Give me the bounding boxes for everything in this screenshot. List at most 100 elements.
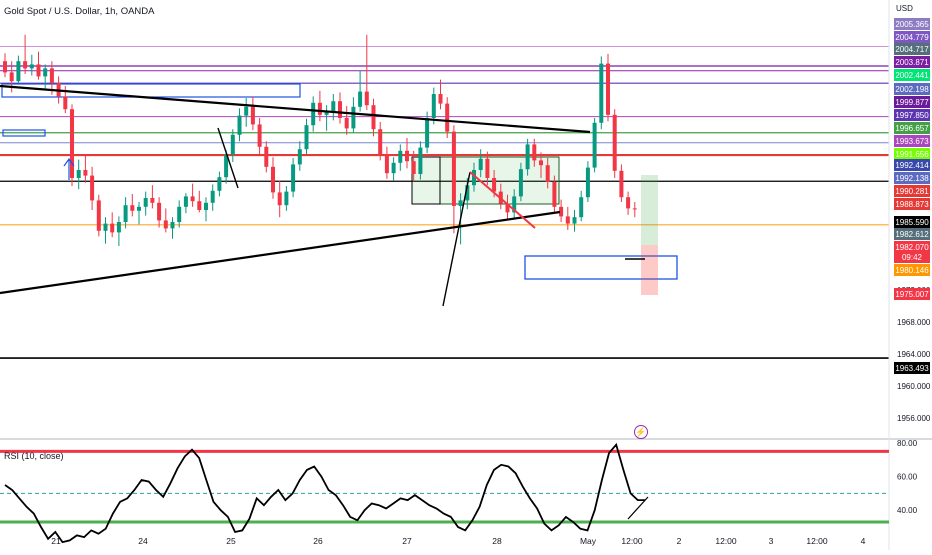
candle-body bbox=[405, 150, 409, 162]
rsi-tick-label: 60.00 bbox=[897, 473, 918, 482]
candle-body bbox=[599, 63, 604, 123]
target-zone bbox=[641, 175, 658, 245]
candle-body bbox=[170, 222, 175, 229]
lightning-icon[interactable]: ⚡ bbox=[634, 425, 648, 439]
candle-body bbox=[317, 102, 322, 115]
price-label: 1982.612 bbox=[895, 230, 929, 239]
candle-body bbox=[525, 144, 530, 170]
x-tick-label: 26 bbox=[313, 536, 323, 546]
rsi-title: RSI (10, close) bbox=[4, 451, 64, 461]
y-tick-label: 1964.000 bbox=[897, 350, 931, 359]
candle-body bbox=[83, 170, 88, 176]
candle-body bbox=[190, 196, 195, 202]
candle-body bbox=[619, 170, 624, 198]
candle-body bbox=[43, 68, 48, 77]
rsi-tick-label: 40.00 bbox=[897, 506, 918, 515]
trend-line bbox=[469, 171, 536, 229]
stop-zone bbox=[641, 245, 658, 295]
candle-body bbox=[431, 94, 436, 118]
candle-body bbox=[157, 202, 162, 221]
candle-body bbox=[505, 203, 510, 213]
candle-body bbox=[331, 101, 336, 112]
price-label: 1993.673 bbox=[895, 137, 929, 146]
x-tick-label: 4 bbox=[861, 536, 866, 546]
candle-body bbox=[250, 106, 255, 125]
price-label-bg bbox=[894, 135, 930, 147]
candle-body bbox=[579, 197, 584, 218]
candle-body bbox=[384, 154, 389, 174]
candle-body bbox=[3, 61, 7, 73]
price-label-bg bbox=[894, 109, 930, 121]
candle-body bbox=[204, 202, 208, 210]
candle-body bbox=[110, 223, 115, 233]
candle-body bbox=[378, 129, 383, 154]
candle-body bbox=[143, 198, 148, 207]
x-tick-label: 21 bbox=[51, 536, 61, 546]
candle-body bbox=[451, 131, 456, 206]
candle-body bbox=[150, 198, 155, 203]
price-label-bg bbox=[894, 159, 930, 171]
candle-body bbox=[626, 197, 631, 209]
price-label: 1988.873 bbox=[895, 200, 929, 209]
price-label-bg bbox=[894, 18, 930, 30]
candle-body bbox=[36, 64, 41, 77]
candle-body bbox=[344, 118, 349, 129]
candle-body bbox=[572, 217, 577, 224]
x-tick-label: 12:00 bbox=[806, 536, 828, 546]
candle-body bbox=[445, 103, 450, 132]
candle-body bbox=[277, 192, 282, 206]
price-label: 1990.281 bbox=[895, 187, 929, 196]
candle-body bbox=[163, 220, 168, 229]
candle-body bbox=[398, 150, 403, 163]
x-tick-label: 3 bbox=[769, 536, 774, 546]
candle-body bbox=[364, 91, 369, 106]
price-label: 1982.070 bbox=[895, 243, 929, 252]
price-label-bg bbox=[894, 83, 930, 95]
price-label: 1985.590 bbox=[895, 218, 929, 227]
candle-body bbox=[351, 106, 356, 129]
price-label-bg bbox=[894, 69, 930, 81]
price-label-bg bbox=[894, 31, 930, 43]
price-label-bg bbox=[894, 264, 930, 276]
price-label: 1963.493 bbox=[895, 364, 929, 373]
x-tick-label: 24 bbox=[138, 536, 148, 546]
zone-box bbox=[524, 255, 678, 280]
candle-body bbox=[552, 182, 557, 207]
price-label-bg bbox=[894, 172, 930, 184]
price-label: 1992.138 bbox=[895, 174, 929, 183]
price-label-bg bbox=[894, 148, 930, 160]
candle-body bbox=[76, 170, 81, 178]
zone-box bbox=[2, 129, 46, 137]
candle-body bbox=[123, 205, 128, 222]
price-label: 1992.414 bbox=[895, 161, 929, 170]
price-label: 1980.146 bbox=[895, 266, 929, 275]
candle-body bbox=[565, 216, 570, 224]
trend-line bbox=[0, 210, 561, 295]
price-label: 2004.717 bbox=[895, 45, 929, 54]
price-label-bg bbox=[894, 96, 930, 108]
price-label-bg bbox=[894, 43, 930, 55]
candle-body bbox=[425, 118, 430, 148]
candle-body bbox=[338, 101, 342, 118]
candle-body bbox=[632, 208, 637, 210]
candle-body bbox=[304, 125, 309, 150]
x-tick-label: 28 bbox=[492, 536, 502, 546]
candle-body bbox=[539, 160, 543, 166]
x-tick-label: 12:00 bbox=[621, 536, 643, 546]
price-label-bg bbox=[894, 56, 930, 68]
candle-body bbox=[284, 191, 289, 206]
candle-body bbox=[512, 196, 517, 213]
candle-body bbox=[472, 170, 476, 186]
x-tick-label: 2 bbox=[677, 536, 682, 546]
candle-body bbox=[478, 158, 483, 170]
candle-body bbox=[63, 96, 68, 110]
x-tick-label: 12:00 bbox=[715, 536, 737, 546]
price-label: 2004.779 bbox=[895, 33, 929, 42]
candle-body bbox=[49, 68, 54, 83]
candle-body bbox=[291, 164, 296, 192]
candle-body bbox=[311, 102, 316, 126]
candle-body bbox=[458, 200, 463, 206]
price-label-bg bbox=[894, 122, 930, 134]
